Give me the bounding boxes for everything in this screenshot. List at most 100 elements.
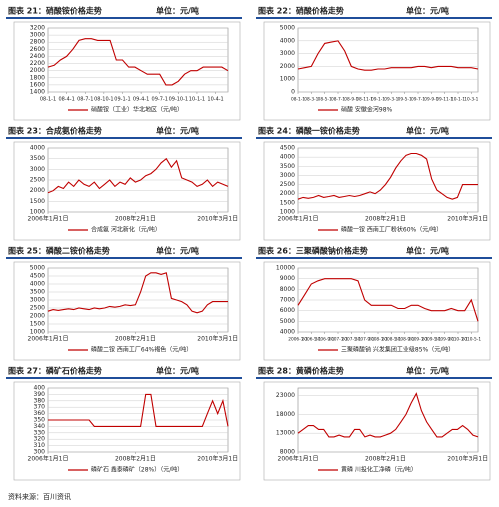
chart-frame xyxy=(13,261,241,361)
legend-label: 硝酸铵（工业）华北地区（元/吨） xyxy=(91,106,183,114)
y-tick-label: 390 xyxy=(34,391,46,398)
x-tick-label: 08-4-1 xyxy=(58,97,74,103)
legend-label: 黄磷 川投化工净磷（元/吨） xyxy=(341,466,417,474)
plot-area xyxy=(297,27,479,93)
y-tick-label: 2600 xyxy=(30,46,45,53)
x-tick-label: 2006年1月1日 xyxy=(28,335,69,343)
x-tick-label: 08-7-1 xyxy=(77,97,93,103)
y-tick-label: 6000 xyxy=(280,307,295,314)
y-tick-label: 1500 xyxy=(30,321,45,328)
y-tick-label: 1500 xyxy=(280,199,295,206)
y-tick-label: 23000 xyxy=(276,392,295,399)
panel-title: 图表 26：三聚磷酸钠价格走势 xyxy=(258,246,368,256)
x-tick-label: 2006-5-1 xyxy=(302,337,322,343)
x-tick-label: 2010年3月1日 xyxy=(197,455,238,463)
y-tick-label: 4500 xyxy=(280,145,295,152)
y-tick-label: 3000 xyxy=(280,50,295,57)
header-rule xyxy=(6,257,242,259)
y-tick-label: 4000 xyxy=(280,329,295,336)
x-tick-label: 10-1-1 xyxy=(189,97,205,103)
y-tick-label: 4000 xyxy=(30,281,45,288)
x-tick-label: 2009-1-1 xyxy=(408,337,428,343)
y-tick-label: 3000 xyxy=(30,166,45,173)
y-tick-label: 330 xyxy=(34,429,46,436)
x-tick-label: 2006年1月1日 xyxy=(28,455,69,463)
panel-title: 图表 28：黄磷价格走势 xyxy=(258,366,344,376)
series-line xyxy=(47,38,229,86)
legend-label: 磷酸二铵 西南工厂64%褐色（元/吨） xyxy=(91,346,192,354)
x-tick-label: 2010年3月1日 xyxy=(197,335,238,343)
x-tick-label: 2006-1-1 xyxy=(288,337,308,343)
plot-area xyxy=(297,147,479,213)
y-tick-label: 8000 xyxy=(280,286,295,293)
x-tick-label: 08-10-1 xyxy=(94,97,114,103)
x-tick-label: 09-5-1 xyxy=(398,97,412,103)
legend-label: 硝酸 安徽金河98% xyxy=(341,106,393,114)
legend-label: 磷酸一铵 西南工厂粉状60%（元/吨） xyxy=(341,226,442,234)
y-tick-label: 320 xyxy=(34,436,46,443)
x-tick-label: 09-7-1 xyxy=(152,97,168,103)
y-tick-label: 370 xyxy=(34,404,46,411)
x-tick-label: 2009-9-1 xyxy=(435,337,455,343)
x-tick-label: 10-4-1 xyxy=(207,97,223,103)
y-tick-label: 2000 xyxy=(30,187,45,194)
y-tick-label: 2000 xyxy=(280,63,295,70)
x-tick-label: 08-1-1 xyxy=(40,97,56,103)
panel-title: 图表 27：磷矿石价格走势 xyxy=(8,366,102,376)
x-tick-label: 09-1-1 xyxy=(371,97,385,103)
x-tick-label: 2010-1-1 xyxy=(448,337,468,343)
y-tick-label: 1500 xyxy=(30,198,45,205)
x-tick-label: 09-7-1 xyxy=(411,97,425,103)
series-line xyxy=(297,152,478,200)
x-tick-label: 08-9-1 xyxy=(344,97,358,103)
panel-unit: 单位：元/吨 xyxy=(406,246,449,256)
panel-unit: 单位：元/吨 xyxy=(406,126,449,136)
panel-unit: 单位：元/吨 xyxy=(406,366,449,376)
y-tick-label: 350 xyxy=(34,417,46,424)
header-rule xyxy=(6,17,242,19)
x-tick-label: 2006年1月1日 xyxy=(28,215,69,223)
y-tick-label: 3000 xyxy=(280,172,295,179)
x-tick-label: 2006-9-1 xyxy=(315,337,335,343)
legend-label: 三聚磷酸钠 兴发集团工业级85%（元/吨） xyxy=(341,346,454,354)
series-line xyxy=(48,393,229,427)
x-tick-label: 2010-5-1 xyxy=(462,337,482,343)
panel-title: 图表 23：合成氨价格走势 xyxy=(8,126,102,136)
header-rule xyxy=(256,257,492,259)
x-tick-label: 2006年1月1日 xyxy=(278,455,319,463)
panel-title: 图表 25：磷酸二铵价格走势 xyxy=(8,246,110,256)
x-tick-label: 10-1-1 xyxy=(451,97,465,103)
x-tick-label: 2008-1-1 xyxy=(368,337,388,343)
y-tick-label: 1000 xyxy=(30,329,45,336)
y-tick-label: 360 xyxy=(34,410,46,417)
y-tick-label: 9000 xyxy=(280,275,295,282)
y-tick-label: 2400 xyxy=(30,53,45,60)
legend-label: 合成氨 河北新化（元/吨） xyxy=(91,226,161,234)
chart-frame xyxy=(263,261,491,361)
header-rule xyxy=(6,377,242,379)
header-rule xyxy=(256,137,492,139)
chart-frame xyxy=(263,381,491,481)
x-tick-label: 2009-5-1 xyxy=(422,337,442,343)
x-tick-label: 2010年3月1日 xyxy=(447,215,488,223)
y-tick-label: 5000 xyxy=(280,25,295,32)
x-tick-label: 2010年3月1日 xyxy=(197,215,238,223)
x-tick-label: 09-3-1 xyxy=(384,97,398,103)
x-tick-label: 2008年2月1日 xyxy=(115,455,156,463)
panel-unit: 单位：元/吨 xyxy=(156,126,199,136)
y-tick-label: 310 xyxy=(34,442,46,449)
y-tick-label: 2500 xyxy=(30,305,45,312)
y-tick-label: 2500 xyxy=(30,177,45,184)
y-tick-label: 5000 xyxy=(280,318,295,325)
x-tick-label: 08-7-1 xyxy=(331,97,345,103)
chart-frame xyxy=(13,21,241,121)
y-tick-label: 340 xyxy=(34,423,46,430)
y-tick-label: 1600 xyxy=(30,81,45,88)
y-tick-label: 1800 xyxy=(30,74,45,81)
y-tick-label: 380 xyxy=(34,397,46,404)
x-tick-label: 2007-1-1 xyxy=(328,337,348,343)
chart-frame xyxy=(263,141,491,241)
series-line xyxy=(297,392,479,438)
x-tick-label: 08-3-1 xyxy=(304,97,318,103)
x-tick-label: 2008年2月1日 xyxy=(115,335,156,343)
